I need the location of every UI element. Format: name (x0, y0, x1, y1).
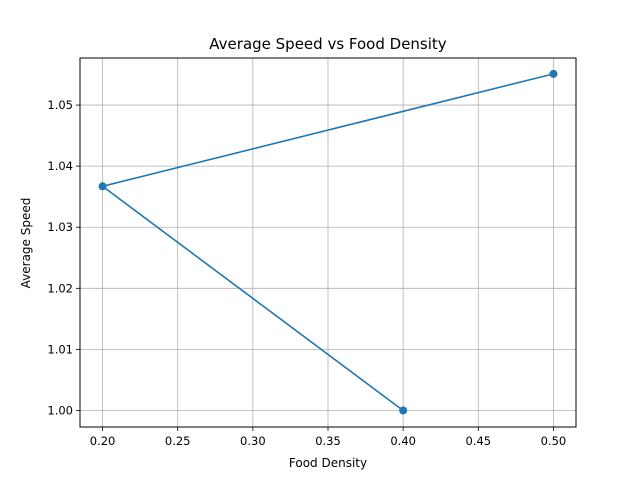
y-tick-label: 1.05 (47, 98, 73, 112)
y-tick-label: 1.04 (47, 159, 73, 173)
y-tick-label: 1.02 (47, 281, 73, 295)
data-point-marker (549, 69, 558, 78)
x-tick-label: 0.40 (390, 434, 416, 448)
axis-ticks: 0.20 0.25 0.30 0.35 0.40 0.45 0.50 1.00 1.01 1.02… (47, 98, 566, 448)
x-axis-label: Food Density (289, 456, 367, 470)
x-tick-label: 0.30 (240, 434, 266, 448)
y-tick-label: 1.00 (47, 404, 73, 418)
x-tick-label: 0.45 (465, 434, 491, 448)
x-tick-label: 0.35 (315, 434, 341, 448)
y-axis-label: Average Speed (19, 198, 33, 289)
data-series (98, 69, 558, 415)
y-tick-label: 1.01 (47, 342, 73, 356)
x-tick-label: 0.25 (165, 434, 191, 448)
y-tick-label: 1.03 (47, 220, 73, 234)
x-tick-label: 0.20 (90, 434, 116, 448)
data-point-marker (98, 182, 107, 191)
chart-title: Average Speed vs Food Density (209, 35, 447, 53)
data-point-marker (399, 406, 408, 415)
grid (80, 58, 576, 427)
x-tick-label: 0.50 (541, 434, 567, 448)
